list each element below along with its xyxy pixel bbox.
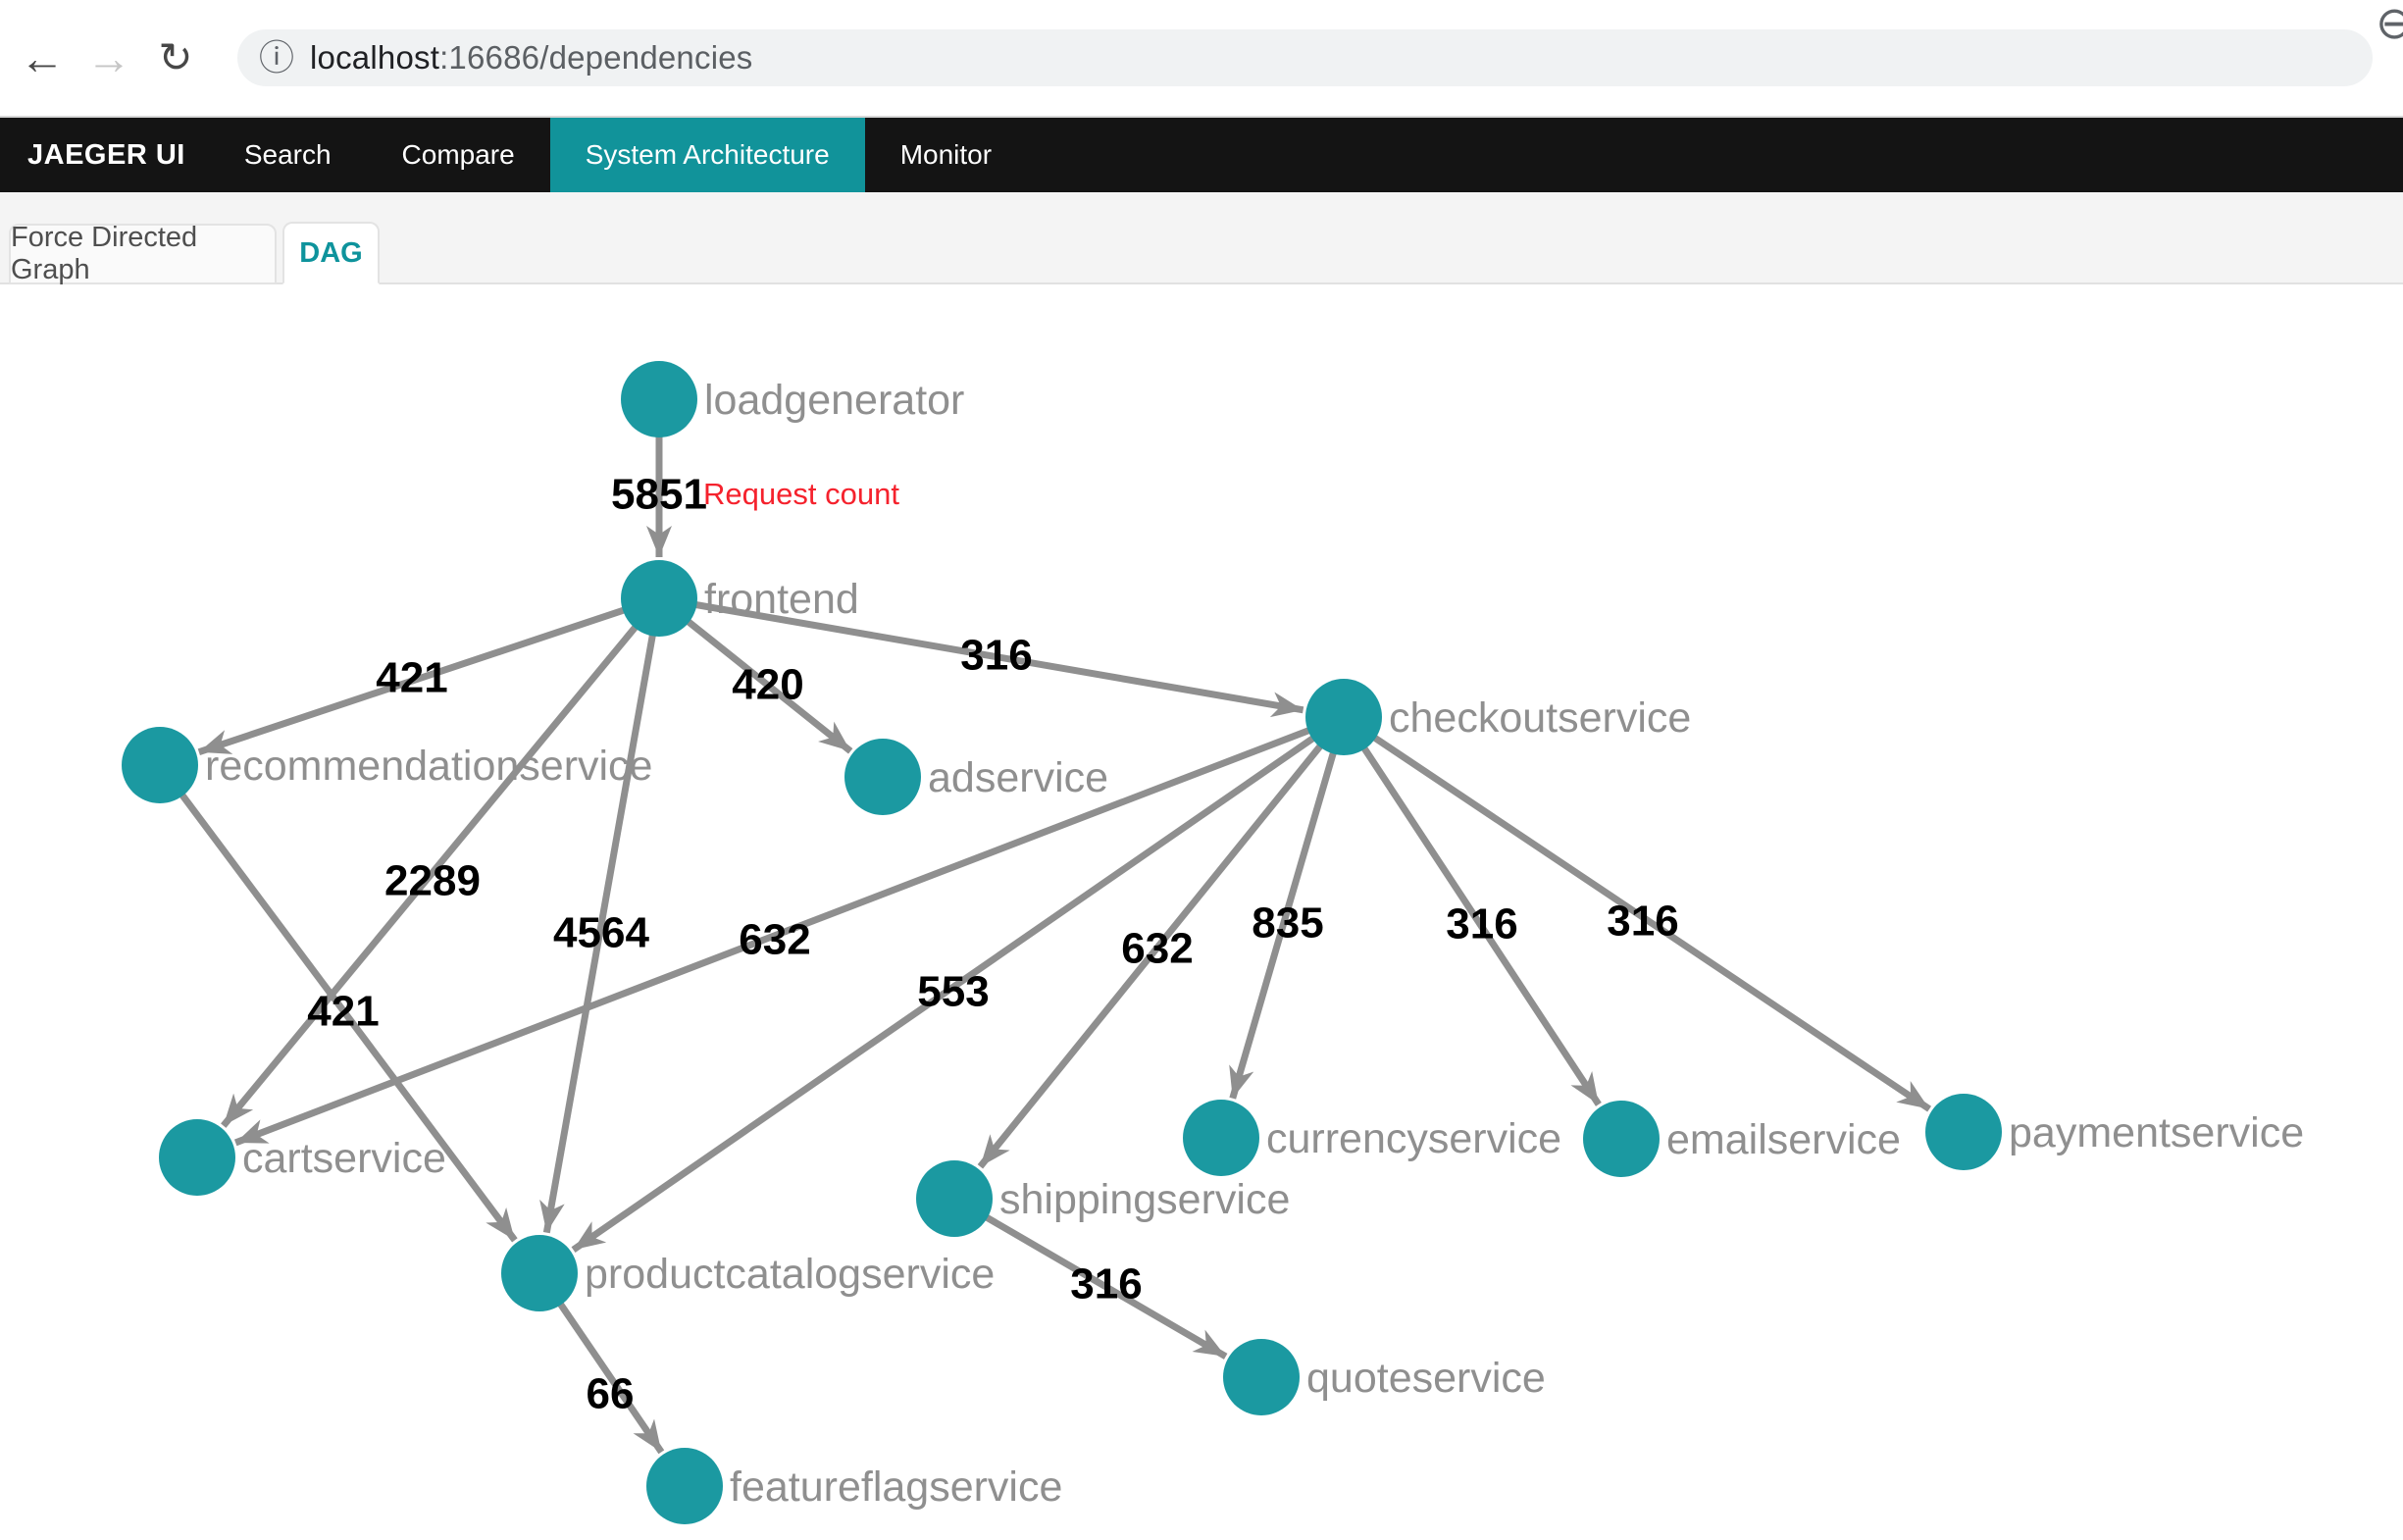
edge-count-checkoutservice-emailservice: 316 [1446,899,1517,948]
node-productcatalogservice[interactable] [501,1235,578,1311]
edge-recommendationservice-productcatalogservice [157,762,518,1243]
dag-svg: loadgenerator frontend recommendationservi… [122,361,2304,1524]
edge-count-frontend-adservice: 420 [732,660,803,708]
nav-item-compare[interactable]: Compare [401,139,515,170]
edge-frontend-recommendationservice [197,594,661,756]
node-featureflagservice[interactable] [646,1448,723,1524]
edge-checkoutservice-productcatalogservice [571,714,1346,1253]
edge-count-frontend-cartservice: 2289 [384,856,481,904]
node-loadgenerator[interactable] [621,361,697,437]
blocked-content-icon[interactable]: ⊖ [2376,0,2403,48]
tab-dag[interactable]: DAG [282,222,380,284]
node-emailservice[interactable] [1583,1101,1660,1177]
url-host: localhost [310,39,440,76]
url-text: localhost:16686/dependencies [310,39,752,77]
edge-count-recommendationservice-productcatalogservice: 421 [307,987,379,1035]
nav-item-system-architecture[interactable]: System Architecture [549,118,865,192]
edge-count-frontend-recommendationservice: 421 [376,653,447,701]
node-label-shippingservice: shippingservice [999,1176,1290,1223]
edge-shippingservice-quoteservice [952,1195,1228,1360]
node-paymentservice[interactable] [1925,1094,2002,1170]
edge-count-loadgenerator-frontend: 5851 [611,470,707,518]
node-quoteservice[interactable] [1223,1339,1300,1415]
node-label-paymentservice: paymentservice [2009,1109,2304,1156]
request-count-legend: Request count [703,477,899,511]
node-label-currencyservice: currencyservice [1266,1115,1561,1162]
edge-checkoutservice-shippingservice [977,714,1347,1169]
node-frontend[interactable] [621,560,697,637]
edge-frontend-checkoutservice [658,594,1304,718]
node-currencyservice[interactable] [1183,1100,1259,1176]
node-label-emailservice: emailservice [1666,1116,1901,1163]
url-path: :16686/dependencies [439,39,753,76]
node-label-quoteservice: quoteservice [1306,1355,1546,1402]
jaeger-logo[interactable]: JAEGER UI [27,138,185,171]
edge-count-shippingservice-quoteservice: 316 [1070,1259,1142,1308]
node-label-frontend: frontend [704,576,859,623]
edge-count-checkoutservice-currencyservice: 835 [1252,898,1323,947]
node-checkoutservice[interactable] [1305,679,1382,755]
node-recommendationservice[interactable] [122,727,198,803]
browser-chrome: ← → ↻ ⓘ localhost:16686/dependencies ⊖ [0,0,2403,118]
node-label-recommendationservice: recommendationservice [205,743,652,790]
edge-checkoutservice-paymentservice [1342,714,1932,1112]
nav-item-search[interactable]: Search [243,139,332,170]
node-label-cartservice: cartservice [242,1135,446,1182]
edge-count-checkoutservice-cartservice: 632 [739,915,810,963]
node-label-adservice: adservice [928,754,1108,801]
node-label-checkoutservice: checkoutservice [1389,694,1691,742]
edge-frontend-cartservice [221,595,662,1128]
node-label-productcatalogservice: productcatalogservice [585,1251,995,1298]
node-label-loadgenerator: loadgenerator [704,377,964,424]
forward-icon[interactable]: → [86,32,131,83]
edge-count-checkoutservice-shippingservice: 632 [1121,924,1193,972]
info-icon[interactable]: ⓘ [259,37,295,77]
tab-force-directed-graph[interactable]: Force Directed Graph [9,222,277,285]
edge-count-checkoutservice-paymentservice: 316 [1607,897,1678,945]
edge-frontend-adservice [656,595,853,754]
node-shippingservice[interactable] [916,1160,993,1237]
node-adservice[interactable] [844,739,921,815]
dag-canvas: loadgenerator frontend recommendationservi… [0,284,2403,1540]
edge-frontend-productcatalogservice [539,597,663,1234]
reload-icon[interactable]: ↻ [158,34,193,80]
node-label-featureflagservice: featureflagservice [730,1463,1062,1511]
edge-checkoutservice-emailservice [1341,715,1602,1106]
jaeger-navbar: JAEGER UI Search Compare System Architec… [0,118,2403,192]
edge-count-checkoutservice-productcatalogservice: 553 [917,967,989,1015]
edge-count-productcatalogservice-featureflagservice: 66 [587,1369,635,1417]
back-icon[interactable]: ← [20,32,65,83]
edge-count-frontend-checkoutservice: 316 [960,631,1032,679]
edge-count-frontend-productcatalogservice: 4564 [553,908,649,956]
nav-item-monitor[interactable]: Monitor [899,139,993,170]
edge-checkoutservice-currencyservice [1229,716,1348,1100]
address-bar[interactable]: ⓘ localhost:16686/dependencies [237,29,2373,86]
node-cartservice[interactable] [159,1119,235,1196]
graph-type-tabs: Force Directed Graph DAG [0,192,2403,285]
tabs-divider [0,282,2403,284]
edge-checkoutservice-cartservice [233,713,1346,1147]
